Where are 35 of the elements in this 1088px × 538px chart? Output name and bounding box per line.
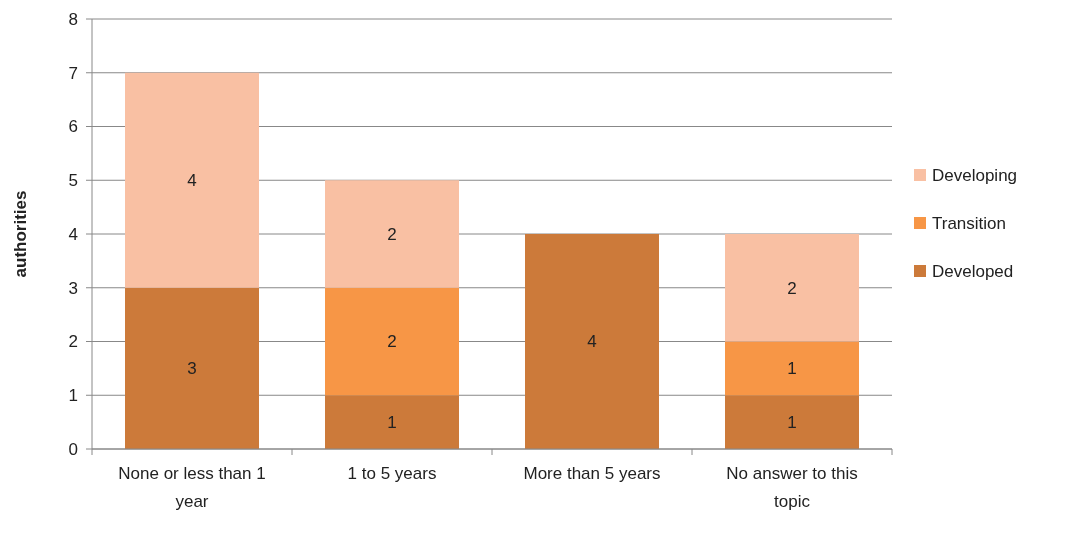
legend-label: Developing bbox=[932, 165, 1018, 185]
y-tick-label: 1 bbox=[68, 386, 78, 406]
bar bbox=[325, 287, 459, 396]
bar bbox=[725, 341, 859, 396]
y-axis-title: authorities bbox=[11, 190, 30, 278]
y-tick-label: 5 bbox=[68, 171, 78, 191]
data-label: 3 bbox=[187, 359, 197, 379]
data-label: 1 bbox=[787, 359, 797, 379]
bar bbox=[725, 395, 859, 449]
bar bbox=[725, 234, 859, 342]
y-tick-label: 0 bbox=[68, 439, 78, 459]
data-label: 1 bbox=[787, 413, 797, 433]
bar bbox=[125, 72, 259, 288]
x-tick-label: More than 5 years bbox=[523, 464, 661, 483]
x-tick-label: 1 to 5 years bbox=[347, 464, 437, 483]
legend-label: Transition bbox=[932, 213, 1007, 233]
y-tick-label: 7 bbox=[68, 63, 78, 83]
data-label: 4 bbox=[187, 171, 197, 191]
x-tick-label: None or less than 1 year bbox=[118, 464, 266, 511]
y-tick-label: 6 bbox=[68, 117, 78, 137]
bar bbox=[325, 395, 459, 449]
y-tick-label: 3 bbox=[68, 278, 78, 298]
data-label: 2 bbox=[787, 278, 797, 298]
data-label: 1 bbox=[387, 413, 397, 433]
y-tick-label: 2 bbox=[68, 332, 78, 352]
bar bbox=[325, 180, 459, 288]
legend-label: Developed bbox=[932, 261, 1014, 281]
x-tick-label: No answer to this topic bbox=[726, 464, 858, 511]
data-label: 4 bbox=[587, 332, 597, 352]
bar bbox=[125, 287, 259, 449]
data-label: 2 bbox=[387, 224, 397, 244]
bar bbox=[525, 234, 659, 449]
data-label: 2 bbox=[387, 332, 397, 352]
y-tick-label: 4 bbox=[68, 224, 78, 244]
y-tick-label: 8 bbox=[68, 9, 78, 29]
